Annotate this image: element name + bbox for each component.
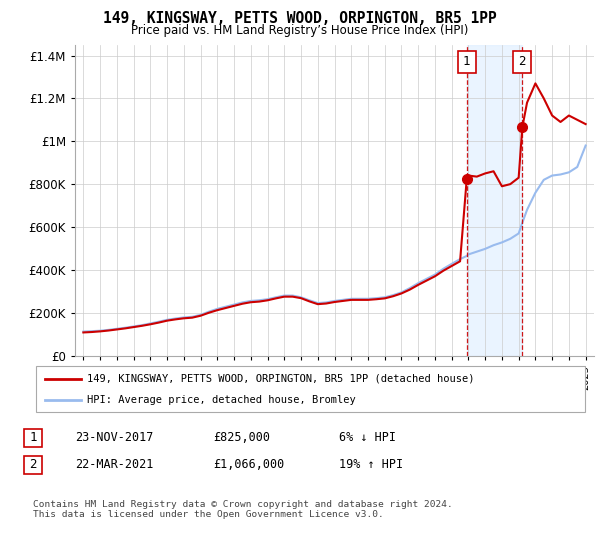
- Text: Contains HM Land Registry data © Crown copyright and database right 2024.
This d: Contains HM Land Registry data © Crown c…: [33, 500, 453, 519]
- Text: 2: 2: [518, 55, 526, 68]
- Text: 6% ↓ HPI: 6% ↓ HPI: [339, 431, 396, 445]
- Bar: [467, 45, 523, 356]
- Text: 1: 1: [29, 431, 37, 445]
- Text: 23-NOV-2017: 23-NOV-2017: [75, 431, 154, 445]
- Text: 149, KINGSWAY, PETTS WOOD, ORPINGTON, BR5 1PP: 149, KINGSWAY, PETTS WOOD, ORPINGTON, BR…: [103, 11, 497, 26]
- Text: 2: 2: [29, 458, 37, 472]
- Text: £1,066,000: £1,066,000: [213, 458, 284, 472]
- Text: HPI: Average price, detached house, Bromley: HPI: Average price, detached house, Brom…: [87, 395, 356, 405]
- Text: 1: 1: [463, 55, 470, 68]
- Text: Price paid vs. HM Land Registry’s House Price Index (HPI): Price paid vs. HM Land Registry’s House …: [131, 24, 469, 36]
- Text: 149, KINGSWAY, PETTS WOOD, ORPINGTON, BR5 1PP (detached house): 149, KINGSWAY, PETTS WOOD, ORPINGTON, BR…: [87, 374, 475, 384]
- Text: 22-MAR-2021: 22-MAR-2021: [75, 458, 154, 472]
- Text: £825,000: £825,000: [213, 431, 270, 445]
- Text: 19% ↑ HPI: 19% ↑ HPI: [339, 458, 403, 472]
